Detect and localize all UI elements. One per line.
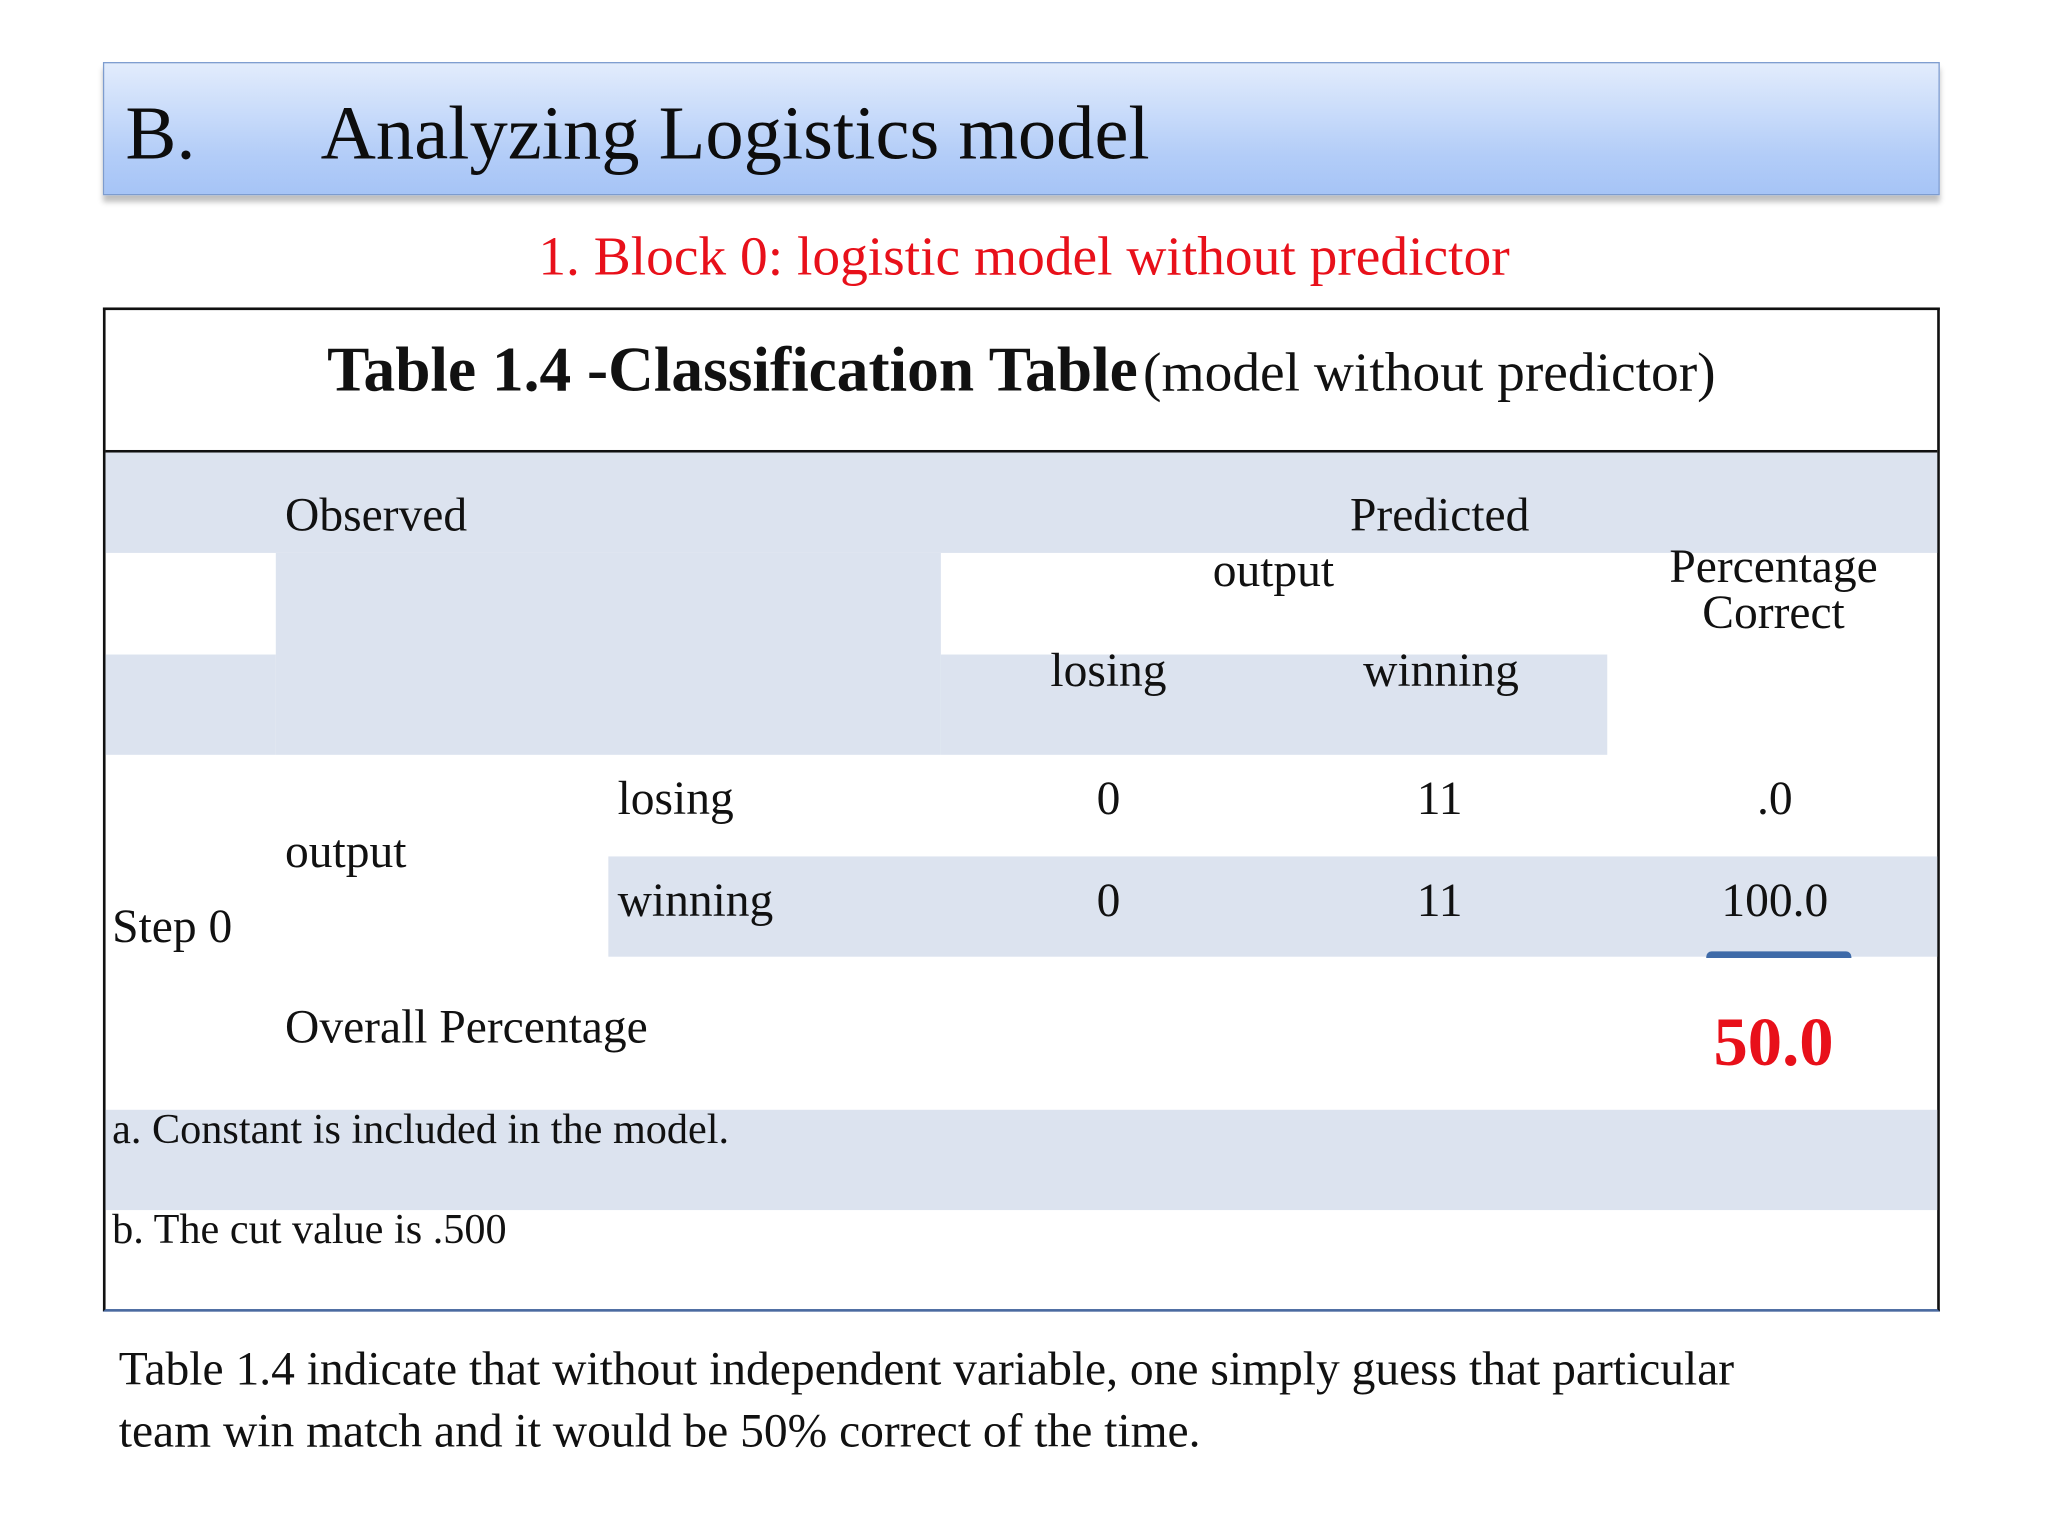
cell-winning-percent: 100.0 [1721, 873, 1829, 927]
paragraph-line: Table 1.4 indicate that without independ… [118, 1342, 1735, 1395]
table-title: Table 1.4 -Classification Table (model w… [106, 334, 1938, 407]
explanation-paragraph: Table 1.4 indicate that without independ… [119, 1338, 1734, 1462]
table-title-bold: Table 1.4 -Classification Table [327, 335, 1138, 406]
title-divider [105, 449, 1938, 453]
percentage-correct-header: Percentage Correct [1669, 539, 1878, 639]
left-header-shade [105, 654, 276, 755]
footnote-b: b. The cut value is .500 [112, 1204, 507, 1253]
row-label-losing: losing [617, 771, 734, 825]
correct-label: Correct [1702, 585, 1845, 639]
section-letter: B. [125, 89, 196, 176]
paragraph-line: team win match and it would be 50% corre… [118, 1404, 1201, 1457]
col-winning: winning [1363, 643, 1519, 697]
footnote-a: a. Constant is included in the model. [112, 1104, 730, 1153]
cell-losing-percent: .0 [1757, 771, 1793, 825]
cell-losing-winning: 11 [1416, 771, 1463, 825]
cell-losing-losing: 0 [1096, 771, 1121, 825]
cell-winning-losing: 0 [1096, 873, 1121, 927]
slide-title: Analyzing Logistics model [320, 89, 1150, 176]
header-band [105, 452, 1938, 553]
subtitle: 1. Block 0: logistic model without predi… [538, 226, 1510, 288]
col-losing: losing [1050, 643, 1167, 697]
step-label: Step 0 [112, 899, 233, 953]
slide-title-bar [102, 62, 1940, 196]
footnote-shade [105, 1109, 1938, 1211]
overall-percentage-value: 50.0 [1713, 1005, 1834, 1081]
row-label-winning: winning [617, 873, 774, 927]
output-header: output [1212, 543, 1335, 597]
predicted-header: Predicted [1349, 488, 1530, 542]
cell-winning-winning: 11 [1416, 873, 1463, 927]
blue-marker-bar [1706, 951, 1852, 959]
observed-column-shade [275, 552, 941, 755]
overall-percentage-label: Overall Percentage [285, 1000, 648, 1054]
subheader-shade [940, 654, 1608, 755]
classification-table: Table 1.4 -Classification Table (model w… [102, 307, 1940, 1312]
row-group-output: output [285, 824, 407, 878]
observed-header: Observed [285, 488, 468, 542]
percentage-label: Percentage [1669, 539, 1878, 593]
winning-row-shade [608, 856, 1938, 957]
table-title-normal: (model without predictor) [1143, 343, 1716, 404]
